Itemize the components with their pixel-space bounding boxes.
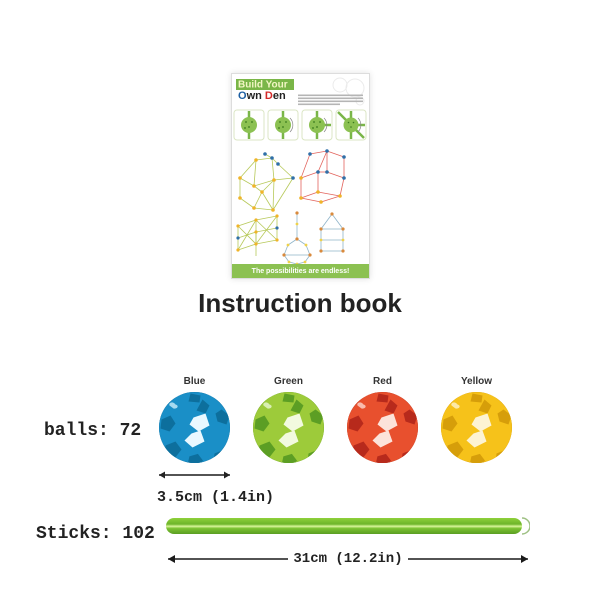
- svg-text:Build Your: Build Your: [238, 80, 288, 91]
- svg-text:Own Den: Own Den: [238, 90, 286, 102]
